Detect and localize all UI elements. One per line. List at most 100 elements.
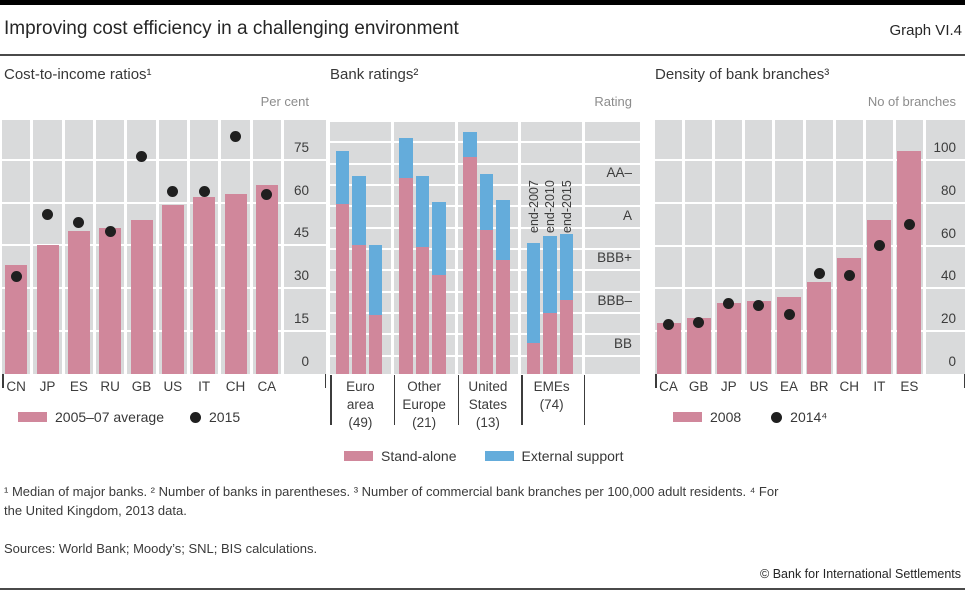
dot-EA (783, 308, 795, 320)
dot-GB (693, 317, 705, 329)
chart-panel-branch-density: CA GB JP US EA BR CH IT ES 0 20 40 60 80 100 (655, 120, 965, 394)
stacked-bar-standalone (496, 259, 510, 374)
bar-period-label: end-2010 (543, 180, 557, 233)
x-category-label: JP (39, 379, 56, 394)
bar-period-label: end-2015 (559, 180, 574, 233)
x-category-label: CA (659, 379, 678, 394)
axis-tick (655, 374, 657, 388)
stacked-bar-standalone (335, 204, 349, 374)
stacked-bar-standalone (463, 157, 477, 374)
legend-cost-to-income: 2005–07 average 2015 (18, 409, 240, 425)
unit-label-rating: Rating (594, 94, 632, 109)
group-label: Euro area (49) (330, 378, 391, 432)
bar-JP (36, 245, 59, 374)
legend-label-external-support: External support (521, 448, 624, 464)
x-category-label: JP (720, 379, 737, 394)
y-tick-label: BBB+ (597, 250, 632, 266)
stacked-bar-external-support (543, 236, 557, 313)
x-category-label: EA (779, 379, 798, 394)
stacked-bar-standalone (559, 300, 574, 374)
dot-CN (10, 271, 22, 283)
y-tick-label: BB (613, 335, 632, 351)
y-tick-label: 75 (293, 139, 309, 155)
legend-swatch-stand-alone (344, 451, 373, 461)
bar-IT (193, 196, 216, 374)
copyright-notice: © Bank for International Settlements (760, 567, 961, 581)
x-category-label: ES (69, 379, 88, 394)
chart-panel-cost-to-income: CN JP ES RU GB US IT CH CA 0 15 30 45 60 75 (2, 120, 326, 394)
y-tick-label: AA– (606, 164, 632, 180)
legend-branch-density: 2008 2014⁴ (673, 409, 827, 425)
legend-bank-ratings: Stand-alone External support (344, 448, 623, 464)
dot-RU (104, 225, 116, 237)
axis-tick (521, 375, 523, 425)
gridline (655, 159, 965, 161)
x-category-label: BR (809, 379, 829, 394)
graph-number: Graph VI.4 (889, 22, 962, 39)
panel-title-bank-ratings: Bank ratings² (330, 66, 419, 83)
dot-JP (723, 297, 735, 309)
stacked-bar-external-support (415, 176, 430, 247)
page-title: Improving cost efficiency in a challengi… (4, 18, 459, 39)
dot-JP (42, 208, 53, 220)
legend-swatch-2005-07-average (18, 412, 47, 422)
bottom-rule (0, 588, 965, 590)
group-label: United States (13) (458, 378, 519, 432)
stacked-bar-external-support (496, 199, 510, 260)
group-label-line: (74) (539, 397, 564, 412)
bar-CH (224, 194, 247, 374)
y-tick-label: 30 (293, 268, 309, 284)
stacked-bar-external-support (526, 242, 541, 343)
stacked-bar-external-support (368, 244, 382, 316)
stacked-bar-standalone (432, 274, 446, 374)
footnote-line-1: ¹ Median of major banks. ² Number of ban… (4, 484, 779, 499)
group-label-line: area (346, 397, 374, 412)
y-tick-label: A (622, 207, 632, 223)
gridline (330, 120, 640, 122)
stacked-bar-standalone (352, 244, 366, 374)
x-category-label: CA (257, 379, 277, 394)
x-category-label: GB (131, 379, 152, 394)
legend-swatch-external-support (484, 451, 514, 461)
y-tick-label: 20 (940, 311, 956, 327)
group-label-line: Other (407, 379, 441, 394)
x-category-label: CH (839, 379, 859, 394)
dot-GB (136, 151, 147, 163)
group-label-line: (21) (412, 415, 437, 430)
y-tick-label: 60 (293, 182, 309, 198)
y-tick-label: 15 (293, 311, 309, 327)
dot-CA (663, 319, 675, 331)
y-tick-label: 0 (301, 354, 309, 369)
dot-IT (873, 240, 885, 252)
unit-label-branches: No of branches (867, 94, 956, 109)
bar-CA (255, 185, 278, 374)
stacked-bar-external-support (479, 174, 493, 230)
sources-line: Sources: World Bank; Moody’s; SNL; BIS c… (4, 541, 318, 556)
unit-label-per-cent: Per cent (260, 94, 309, 109)
dot-CA (261, 188, 273, 200)
axis-tick (393, 375, 396, 425)
stacked-bar-standalone (399, 178, 413, 374)
dot-ES (73, 217, 85, 229)
legend-label-2008: 2008 (710, 409, 742, 425)
dot-BR (813, 267, 825, 279)
stacked-bar-external-support (352, 176, 366, 245)
legend-dot-2014 (771, 411, 783, 423)
x-category-label: IT (198, 379, 211, 394)
group-label-line: (13) (475, 415, 500, 430)
y-tick-label: 60 (940, 225, 956, 241)
group-label: Other Europe (21) (394, 378, 455, 432)
dot-CH (230, 131, 241, 143)
axis-tick (457, 375, 459, 425)
bar-CA (656, 322, 681, 374)
bar-ES (67, 231, 90, 374)
stacked-bar-external-support (463, 131, 477, 158)
bar-US (161, 205, 184, 374)
x-category-label: US (163, 379, 183, 394)
x-category-label: US (749, 379, 769, 394)
bar-period-label: end-2007 (526, 180, 541, 233)
group-label-line: EMEs (533, 379, 570, 394)
x-category-label: GB (688, 379, 709, 394)
group-label: EMEs (74) (521, 378, 582, 414)
x-category-label: IT (873, 379, 886, 394)
